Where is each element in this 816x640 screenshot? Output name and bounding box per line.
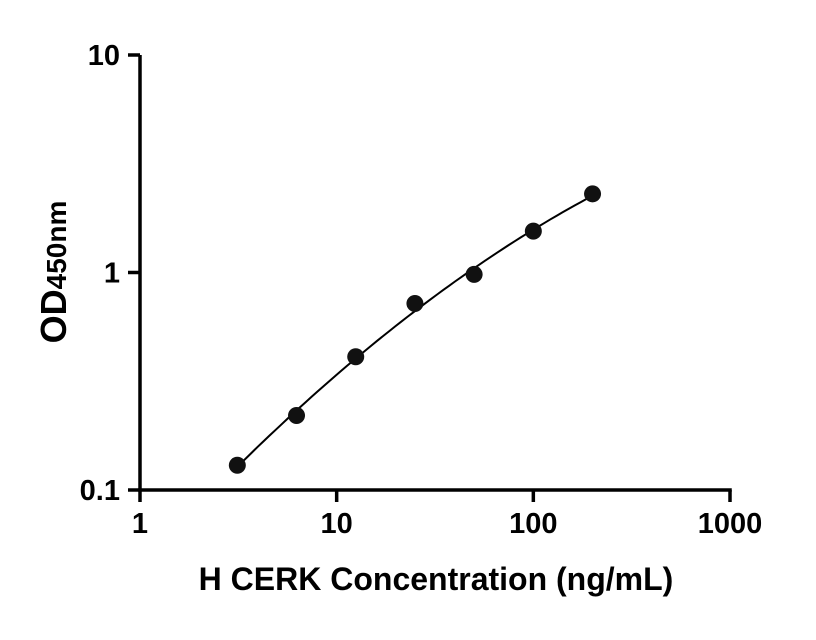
data-point xyxy=(584,185,602,203)
y-axis-label: OD450nm xyxy=(33,201,74,344)
x-tick-label: 1000 xyxy=(698,508,763,540)
data-point xyxy=(406,295,424,313)
y-tick-label: 1 xyxy=(104,258,120,290)
plot-area: 1 10 100 1000 0.1 1 10 xyxy=(80,40,763,540)
y-axis-label-sub: 450nm xyxy=(41,201,72,290)
data-point xyxy=(524,222,542,240)
x-tick-label: 1 xyxy=(132,508,148,540)
y-tick-label: 0.1 xyxy=(80,475,120,507)
data-point xyxy=(228,456,246,474)
y-tick-label: 10 xyxy=(88,40,120,72)
x-tick-label: 10 xyxy=(321,508,353,540)
data-point xyxy=(465,265,483,283)
y-axis-label-main: OD xyxy=(33,289,74,343)
data-point xyxy=(288,407,306,425)
data-point xyxy=(347,348,365,366)
x-axis-label: H CERK Concentration (ng/mL) xyxy=(199,561,674,597)
x-tick-label: 100 xyxy=(509,508,557,540)
